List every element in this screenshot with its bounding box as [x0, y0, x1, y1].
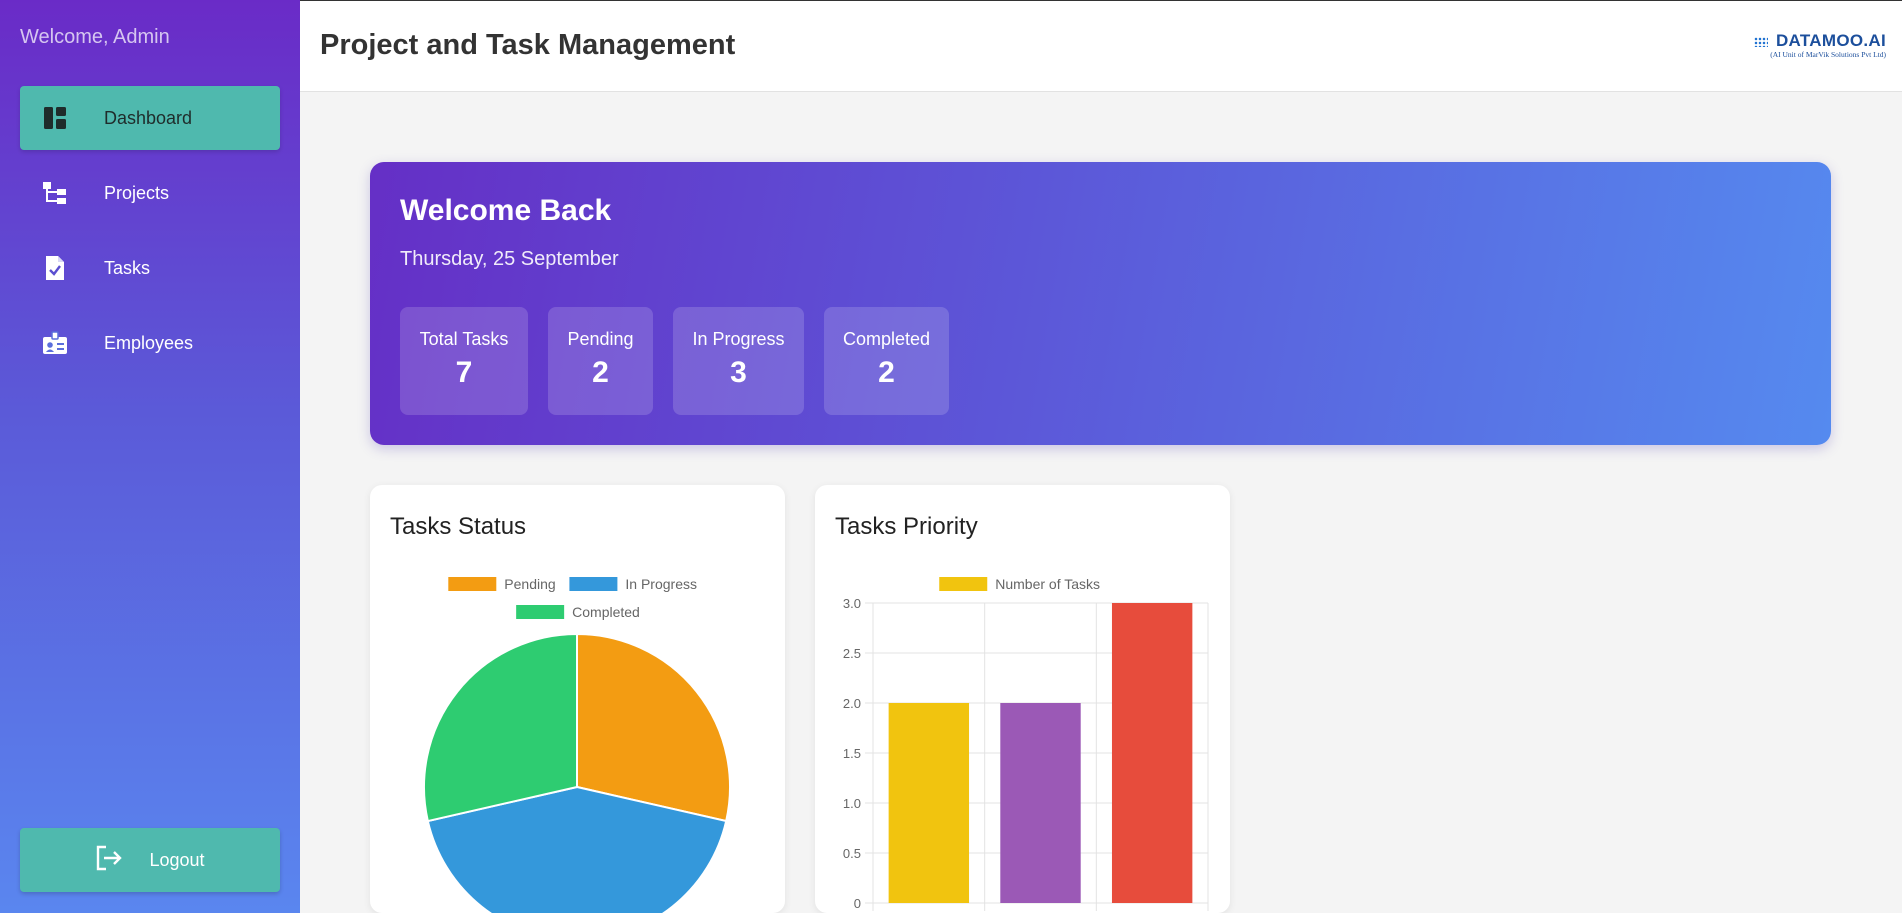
bar-1[interactable] — [1000, 703, 1081, 903]
header: Project and Task Management DATAMOO.AI (… — [300, 0, 1902, 92]
page-title: Project and Task Management — [320, 29, 736, 61]
stat-value: 7 — [455, 356, 473, 389]
tasks-priority-title: Tasks Priority — [835, 513, 978, 540]
stat-pending: Pending 2 — [548, 307, 653, 415]
bar-0[interactable] — [888, 703, 970, 903]
logo-subtext: (AI Unit of MarVik Solutions Pvt Ltd) — [1770, 50, 1886, 59]
logout-button[interactable]: Logout — [20, 828, 280, 892]
y-tick-label: 2.0 — [843, 696, 861, 711]
y-tick-label: 0 — [854, 896, 861, 911]
logo-dots-icon — [1754, 37, 1768, 47]
welcome-card: Welcome Back Thursday, 25 September Tota… — [370, 162, 1831, 445]
welcome-title: Welcome Back — [400, 194, 612, 227]
employee-badge-icon — [42, 330, 68, 356]
legend-swatch — [516, 605, 565, 619]
tasks-priority-card: Number of Tasks 0 0.5 1.0 1.5 2.0 2.5 3.0 Tasks… — [815, 485, 1230, 913]
dashboard-icon — [42, 105, 68, 131]
pie-slice-in-progress[interactable] — [426, 785, 728, 913]
stat-value: 3 — [730, 356, 747, 389]
y-tick-label: 3.0 — [843, 596, 861, 611]
sidebar-item-label: Dashboard — [104, 107, 193, 128]
logo-text: DATAMOO.AI — [1775, 31, 1886, 50]
logout-icon — [95, 845, 123, 876]
stat-label: Completed — [842, 329, 931, 349]
stat-total-tasks: Total Tasks 7 — [400, 307, 528, 415]
sidebar-item-projects[interactable]: Projects — [20, 161, 280, 225]
stat-value: 2 — [592, 356, 609, 389]
pie-slice-pending[interactable] — [576, 632, 731, 823]
stat-label: Pending — [567, 329, 634, 349]
tasks-status-card: Pending In Progress Completed Tasks Status — [370, 485, 785, 913]
y-tick-label: 1.5 — [843, 746, 861, 761]
stat-label: Total Tasks — [419, 329, 509, 349]
tasks-priority-chart: Number of Tasks 0 0.5 1.0 1.5 2.0 2.5 3.0 — [843, 576, 1209, 911]
sidebar-item-label: Tasks — [104, 257, 151, 278]
stat-label: In Progress — [692, 329, 785, 349]
legend-label: Number of Tasks — [995, 576, 1100, 592]
stat-in-progress: In Progress 3 — [673, 307, 804, 415]
welcome-date: Thursday, 25 September — [400, 248, 619, 270]
y-tick-label: 1.0 — [843, 796, 861, 811]
sidebar-item-label: Projects — [104, 182, 170, 203]
stat-completed: Completed 2 — [824, 307, 949, 415]
sidebar-item-label: Employees — [104, 332, 194, 353]
company-logo: DATAMOO.AI (AI Unit of MarVik Solutions … — [1752, 31, 1886, 63]
project-tree-icon — [42, 180, 68, 206]
sidebar: Welcome, Admin Dashboard Projects Tasks … — [0, 0, 300, 913]
legend-swatch — [569, 577, 618, 591]
sidebar-welcome-text: Welcome, Admin — [20, 26, 170, 48]
tasks-status-chart: Pending In Progress Completed — [423, 576, 731, 913]
legend-label: Completed — [572, 604, 640, 620]
legend-swatch — [448, 577, 497, 591]
logout-label: Logout — [149, 849, 205, 870]
y-tick-label: 0.5 — [843, 846, 861, 861]
sidebar-item-employees[interactable]: Employees — [20, 311, 280, 375]
tasks-status-title: Tasks Status — [390, 513, 527, 540]
sidebar-item-tasks[interactable]: Tasks — [20, 236, 280, 300]
pie-slice-completed[interactable] — [423, 632, 578, 823]
stat-value: 2 — [878, 356, 895, 389]
y-tick-label: 2.5 — [843, 646, 861, 661]
task-file-icon — [42, 255, 68, 281]
legend-label: Pending — [504, 576, 555, 592]
legend-label: In Progress — [625, 576, 697, 592]
bar-2[interactable] — [1111, 603, 1193, 903]
sidebar-item-dashboard[interactable]: Dashboard — [20, 86, 280, 150]
legend-swatch — [939, 577, 988, 591]
